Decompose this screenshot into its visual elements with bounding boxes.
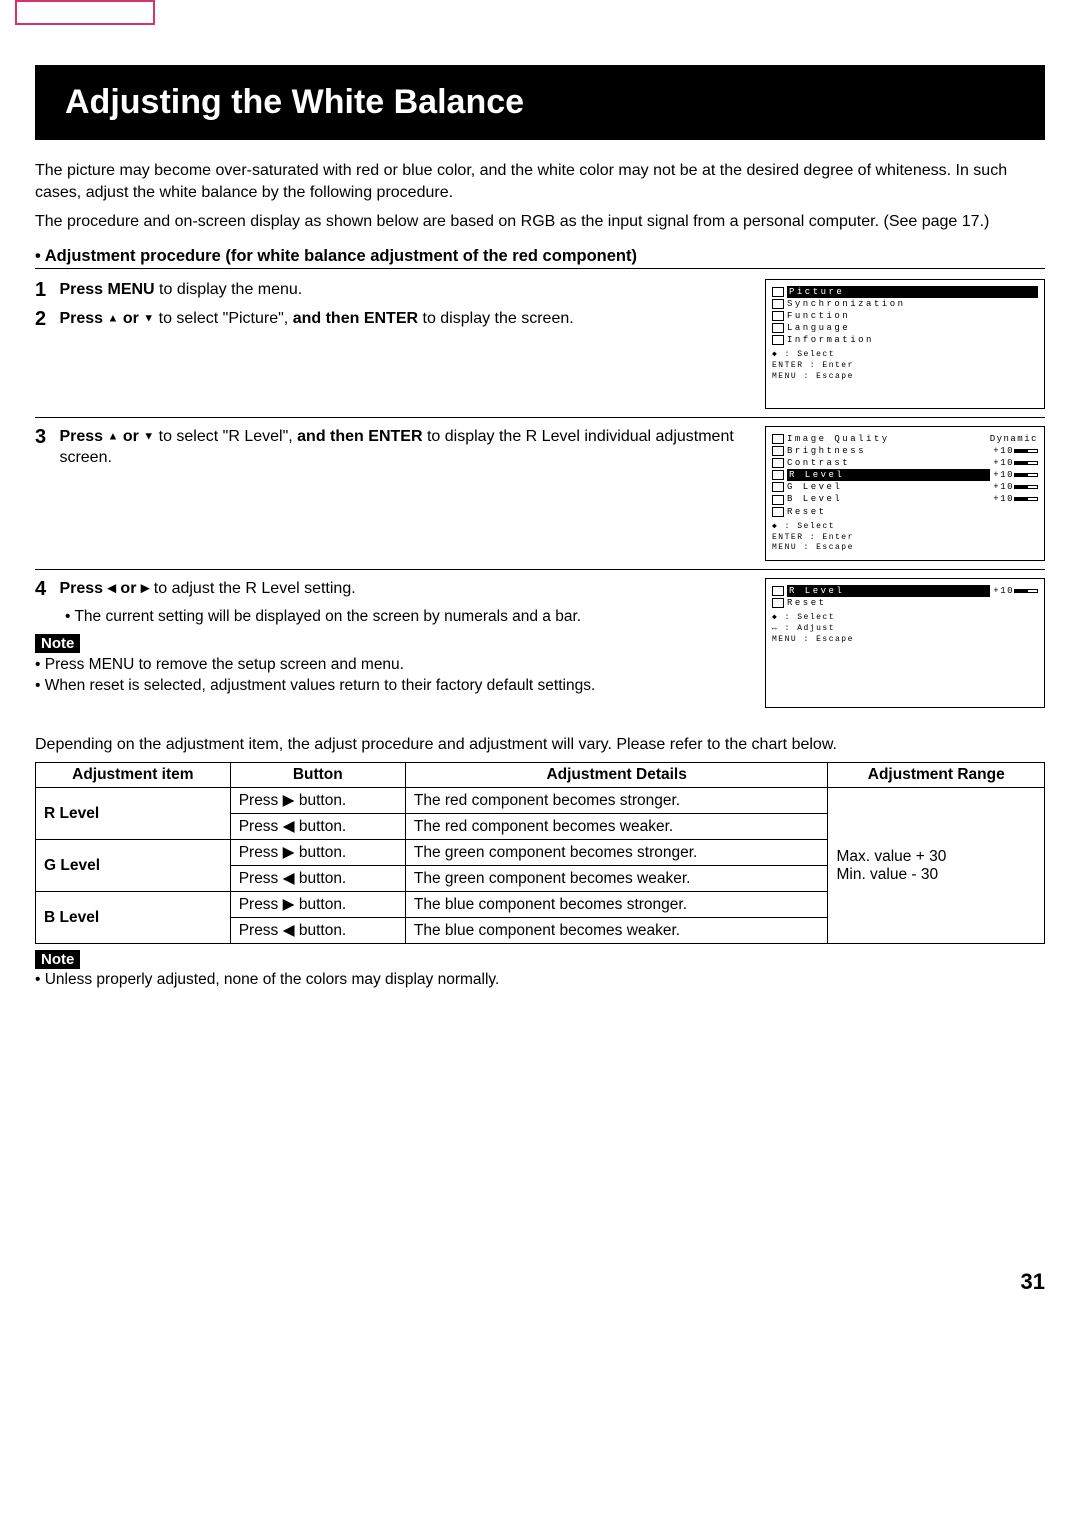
item-b: B Level: [36, 892, 231, 944]
btn-g1: Press ▶ button.: [230, 840, 405, 866]
chart-intro: Depending on the adjustment item, the ad…: [35, 736, 1045, 754]
step2-r1: to select "Picture",: [154, 310, 293, 327]
btn-r1: Press ▶ button.: [230, 788, 405, 814]
table-row: R Level Press ▶ button. The red componen…: [36, 788, 1045, 814]
step3-press: Press: [59, 428, 107, 445]
th-details: Adjustment Details: [405, 763, 828, 788]
range-cell: Max. value + 30 Min. value - 30: [828, 788, 1045, 944]
th-item: Adjustment item: [36, 763, 231, 788]
up-icon-2: ▲: [108, 430, 119, 442]
adjustment-table: Adjustment item Button Adjustment Detail…: [35, 762, 1045, 944]
step-num-1: 1: [35, 279, 55, 302]
btn-r2: Press ◀ button.: [230, 814, 405, 840]
down-icon: ▼: [143, 312, 154, 324]
step-1: 1 Press MENU to display the menu.: [35, 279, 745, 302]
step3-enter: and then ENTER: [297, 428, 422, 445]
down-icon-2: ▼: [143, 430, 154, 442]
up-icon: ▲: [108, 312, 119, 324]
btn-b1: Press ▶ button.: [230, 892, 405, 918]
det-g1: The green component becomes stronger.: [405, 840, 828, 866]
steps-block-1: 1 Press MENU to display the menu. 2 Pres…: [35, 271, 1045, 418]
det-b1: The blue component becomes stronger.: [405, 892, 828, 918]
item-r: R Level: [36, 788, 231, 840]
section-heading: • Adjustment procedure (for white balanc…: [35, 247, 1045, 269]
step-4: 4 Press ◀ or ▶ to adjust the R Level set…: [35, 578, 745, 601]
det-g2: The green component becomes weaker.: [405, 866, 828, 892]
step-2: 2 Press ▲ or ▼ to select "Picture", and …: [35, 308, 745, 331]
th-range: Adjustment Range: [828, 763, 1045, 788]
corner-box: [15, 0, 155, 25]
page-number: 31: [35, 1269, 1045, 1295]
left-icon: ◀: [108, 583, 116, 595]
btn-b2: Press ◀ button.: [230, 918, 405, 944]
note-1b: • When reset is selected, adjustment val…: [35, 676, 745, 697]
step4-bullet: • The current setting will be displayed …: [35, 607, 745, 628]
range-max: Max. value + 30: [836, 848, 1036, 866]
step2-or: or: [118, 310, 143, 327]
step1-bold: Press MENU: [59, 281, 154, 298]
btn-g2: Press ◀ button.: [230, 866, 405, 892]
osd-screen-3: R Level+10Reset◆ : Select↔ : AdjustMENU …: [765, 578, 1045, 708]
step2-enter: and then ENTER: [293, 310, 418, 327]
det-r1: The red component becomes stronger.: [405, 788, 828, 814]
det-r2: The red component becomes weaker.: [405, 814, 828, 840]
det-b2: The blue component becomes weaker.: [405, 918, 828, 944]
step-num-4: 4: [35, 578, 55, 601]
th-button: Button: [230, 763, 405, 788]
osd-screen-1: PictureSynchronizationFunctionLanguageIn…: [765, 279, 1045, 409]
step-3: 3 Press ▲ or ▼ to select "R Level", and …: [35, 426, 745, 469]
steps-block-2: 3 Press ▲ or ▼ to select "R Level", and …: [35, 418, 1045, 570]
note-1a: • Press MENU to remove the setup screen …: [35, 655, 745, 676]
step3-r1: to select "R Level",: [154, 428, 297, 445]
step4-press: Press: [59, 580, 107, 597]
note-label-1: Note: [35, 634, 80, 653]
step4-or: or: [116, 580, 141, 597]
step2-r2: to display the screen.: [418, 310, 574, 327]
step4-r1: to adjust the R Level setting.: [149, 580, 355, 597]
table-header-row: Adjustment item Button Adjustment Detail…: [36, 763, 1045, 788]
step-num-3: 3: [35, 426, 55, 449]
step1-rest: to display the menu.: [155, 281, 303, 298]
intro-1: The picture may become over-saturated wi…: [35, 160, 1045, 203]
steps-block-3: 4 Press ◀ or ▶ to adjust the R Level set…: [35, 570, 1045, 716]
page-title: Adjusting the White Balance: [65, 83, 1015, 122]
item-g: G Level: [36, 840, 231, 892]
step-num-2: 2: [35, 308, 55, 331]
osd-screen-2: Image QualityDynamicBrightness+10Contras…: [765, 426, 1045, 561]
title-bar: Adjusting the White Balance: [35, 65, 1045, 140]
step3-or: or: [118, 428, 143, 445]
range-min: Min. value - 30: [836, 866, 1036, 884]
note-2: • Unless properly adjusted, none of the …: [35, 971, 1045, 989]
step2-press: Press: [59, 310, 107, 327]
intro-2: The procedure and on-screen display as s…: [35, 211, 1045, 233]
note-label-2: Note: [35, 950, 80, 969]
